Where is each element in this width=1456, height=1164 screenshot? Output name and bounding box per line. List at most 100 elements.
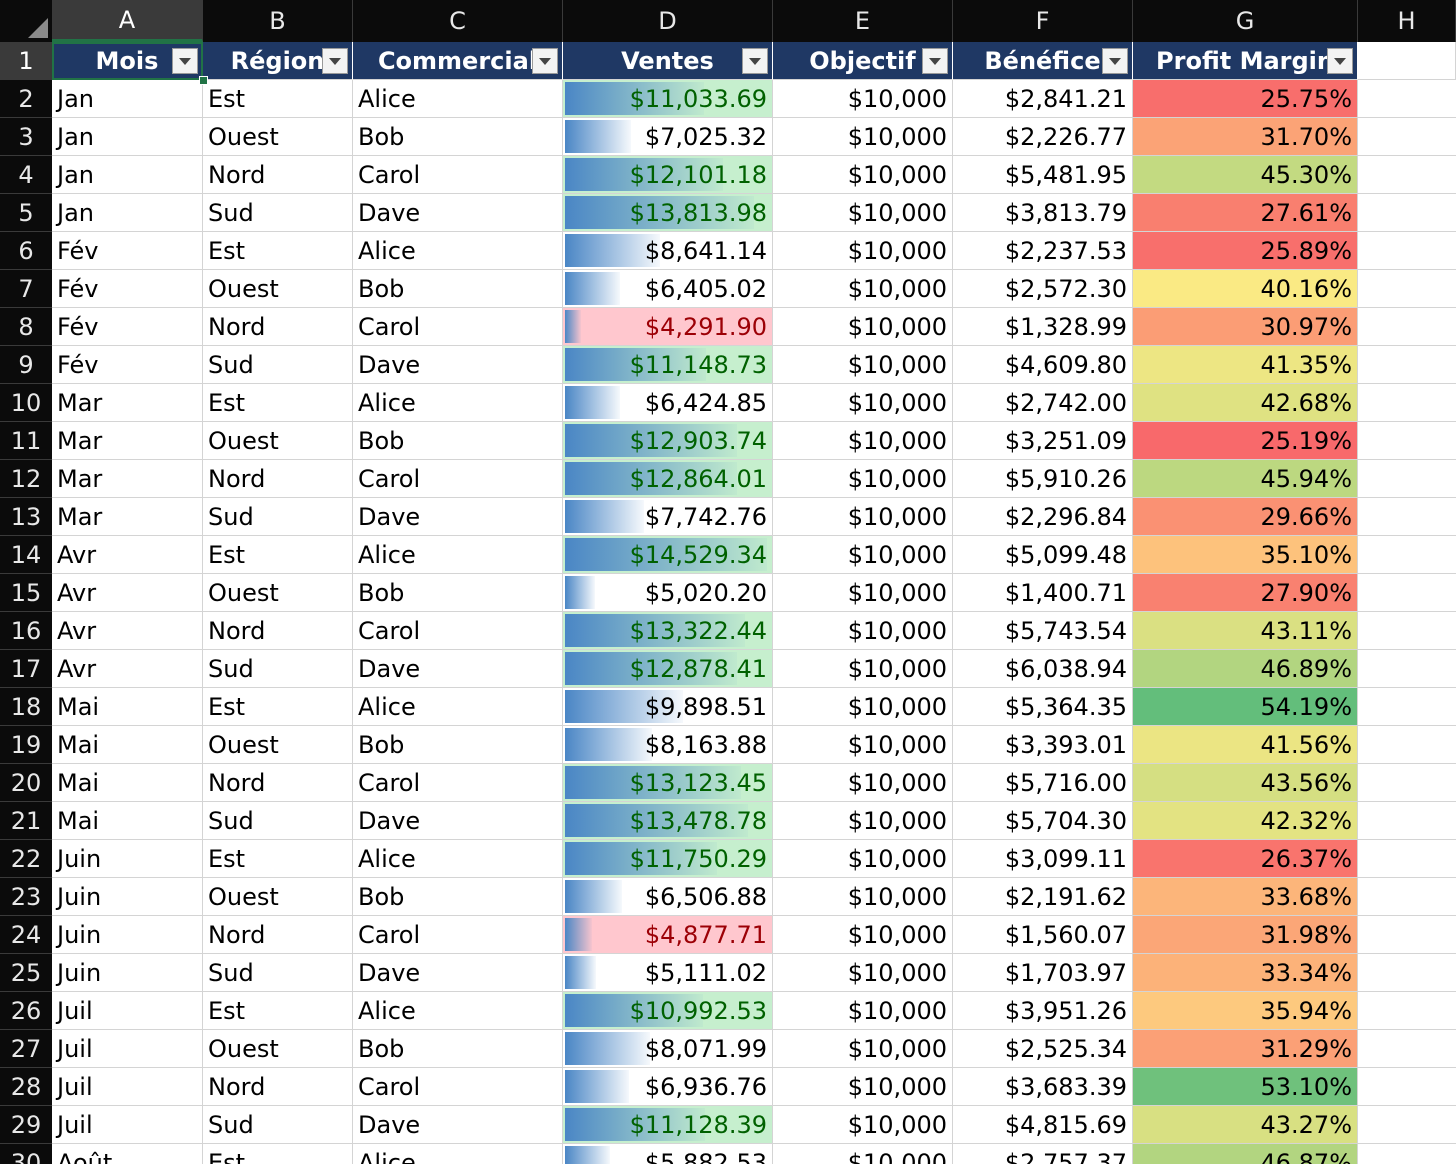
row-header[interactable]: 6 <box>0 232 52 270</box>
sales-cell[interactable]: $13,123.45 <box>563 764 773 802</box>
profit-cell[interactable]: $3,951.26 <box>953 992 1133 1030</box>
sales-cell[interactable]: $4,291.90 <box>563 308 773 346</box>
region-cell[interactable]: Ouest <box>203 878 353 916</box>
empty-cell[interactable] <box>1358 384 1456 422</box>
month-cell[interactable]: Fév <box>52 270 203 308</box>
margin-cell[interactable]: 25.19% <box>1133 422 1358 460</box>
sales-cell[interactable]: $8,641.14 <box>563 232 773 270</box>
sales-cell[interactable]: $5,882.53 <box>563 1144 773 1164</box>
profit-cell[interactable]: $2,572.30 <box>953 270 1133 308</box>
salesperson-cell[interactable]: Alice <box>353 536 563 574</box>
salesperson-cell[interactable]: Bob <box>353 270 563 308</box>
sales-cell[interactable]: $14,529.34 <box>563 536 773 574</box>
row-header[interactable]: 1 <box>0 42 52 80</box>
salesperson-cell[interactable]: Alice <box>353 992 563 1030</box>
row-header[interactable]: 20 <box>0 764 52 802</box>
margin-cell[interactable]: 27.90% <box>1133 574 1358 612</box>
margin-cell[interactable]: 40.16% <box>1133 270 1358 308</box>
margin-cell[interactable]: 26.37% <box>1133 840 1358 878</box>
empty-cell[interactable] <box>1358 42 1456 80</box>
target-cell[interactable]: $10,000 <box>773 574 953 612</box>
row-header[interactable]: 3 <box>0 118 52 156</box>
region-cell[interactable]: Sud <box>203 1106 353 1144</box>
profit-cell[interactable]: $5,716.00 <box>953 764 1133 802</box>
target-cell[interactable]: $10,000 <box>773 916 953 954</box>
target-cell[interactable]: $10,000 <box>773 992 953 1030</box>
empty-cell[interactable] <box>1358 460 1456 498</box>
region-cell[interactable]: Nord <box>203 916 353 954</box>
margin-cell[interactable]: 29.66% <box>1133 498 1358 536</box>
sales-cell[interactable]: $13,813.98 <box>563 194 773 232</box>
row-header[interactable]: 12 <box>0 460 52 498</box>
profit-cell[interactable]: $5,099.48 <box>953 536 1133 574</box>
month-cell[interactable]: Juil <box>52 1030 203 1068</box>
row-header[interactable]: 13 <box>0 498 52 536</box>
margin-cell[interactable]: 27.61% <box>1133 194 1358 232</box>
margin-cell[interactable]: 33.68% <box>1133 878 1358 916</box>
empty-cell[interactable] <box>1358 574 1456 612</box>
empty-cell[interactable] <box>1358 1068 1456 1106</box>
sales-cell[interactable]: $6,405.02 <box>563 270 773 308</box>
region-cell[interactable]: Ouest <box>203 422 353 460</box>
filter-dropdown-icon[interactable] <box>1327 48 1353 74</box>
month-cell[interactable]: Juin <box>52 916 203 954</box>
target-cell[interactable]: $10,000 <box>773 232 953 270</box>
profit-cell[interactable]: $2,296.84 <box>953 498 1133 536</box>
empty-cell[interactable] <box>1358 688 1456 726</box>
row-header[interactable]: 5 <box>0 194 52 232</box>
profit-cell[interactable]: $3,683.39 <box>953 1068 1133 1106</box>
empty-cell[interactable] <box>1358 80 1456 118</box>
salesperson-cell[interactable]: Dave <box>353 650 563 688</box>
profit-cell[interactable]: $6,038.94 <box>953 650 1133 688</box>
column-header-h[interactable]: H <box>1358 0 1456 42</box>
column-header-b[interactable]: B <box>203 0 353 42</box>
profit-cell[interactable]: $1,703.97 <box>953 954 1133 992</box>
margin-cell[interactable]: 35.94% <box>1133 992 1358 1030</box>
target-cell[interactable]: $10,000 <box>773 194 953 232</box>
margin-cell[interactable]: 41.56% <box>1133 726 1358 764</box>
table-header-cell[interactable]: Bénéfice <box>953 42 1133 80</box>
row-header[interactable]: 23 <box>0 878 52 916</box>
target-cell[interactable]: $10,000 <box>773 1068 953 1106</box>
target-cell[interactable]: $10,000 <box>773 764 953 802</box>
table-header-cell[interactable]: Région <box>203 42 353 80</box>
target-cell[interactable]: $10,000 <box>773 802 953 840</box>
margin-cell[interactable]: 43.27% <box>1133 1106 1358 1144</box>
month-cell[interactable]: Mai <box>52 688 203 726</box>
salesperson-cell[interactable]: Bob <box>353 878 563 916</box>
empty-cell[interactable] <box>1358 422 1456 460</box>
salesperson-cell[interactable]: Dave <box>353 802 563 840</box>
profit-cell[interactable]: $1,560.07 <box>953 916 1133 954</box>
margin-cell[interactable]: 31.70% <box>1133 118 1358 156</box>
sales-cell[interactable]: $8,071.99 <box>563 1030 773 1068</box>
row-header[interactable]: 17 <box>0 650 52 688</box>
profit-cell[interactable]: $5,481.95 <box>953 156 1133 194</box>
margin-cell[interactable]: 43.11% <box>1133 612 1358 650</box>
empty-cell[interactable] <box>1358 308 1456 346</box>
margin-cell[interactable]: 54.19% <box>1133 688 1358 726</box>
sales-cell[interactable]: $13,478.78 <box>563 802 773 840</box>
row-header[interactable]: 16 <box>0 612 52 650</box>
month-cell[interactable]: Jan <box>52 194 203 232</box>
month-cell[interactable]: Mai <box>52 726 203 764</box>
row-header[interactable]: 14 <box>0 536 52 574</box>
salesperson-cell[interactable]: Carol <box>353 460 563 498</box>
sales-cell[interactable]: $6,424.85 <box>563 384 773 422</box>
empty-cell[interactable] <box>1358 992 1456 1030</box>
sales-cell[interactable]: $10,992.53 <box>563 992 773 1030</box>
month-cell[interactable]: Fév <box>52 308 203 346</box>
empty-cell[interactable] <box>1358 1144 1456 1164</box>
margin-cell[interactable]: 46.89% <box>1133 650 1358 688</box>
month-cell[interactable]: Jan <box>52 156 203 194</box>
margin-cell[interactable]: 30.97% <box>1133 308 1358 346</box>
salesperson-cell[interactable]: Dave <box>353 954 563 992</box>
table-header-cell[interactable]: Mois <box>52 42 203 80</box>
region-cell[interactable]: Est <box>203 688 353 726</box>
region-cell[interactable]: Sud <box>203 346 353 384</box>
month-cell[interactable]: Avr <box>52 650 203 688</box>
profit-cell[interactable]: $1,400.71 <box>953 574 1133 612</box>
empty-cell[interactable] <box>1358 346 1456 384</box>
salesperson-cell[interactable]: Alice <box>353 232 563 270</box>
margin-cell[interactable]: 53.10% <box>1133 1068 1358 1106</box>
margin-cell[interactable]: 25.89% <box>1133 232 1358 270</box>
